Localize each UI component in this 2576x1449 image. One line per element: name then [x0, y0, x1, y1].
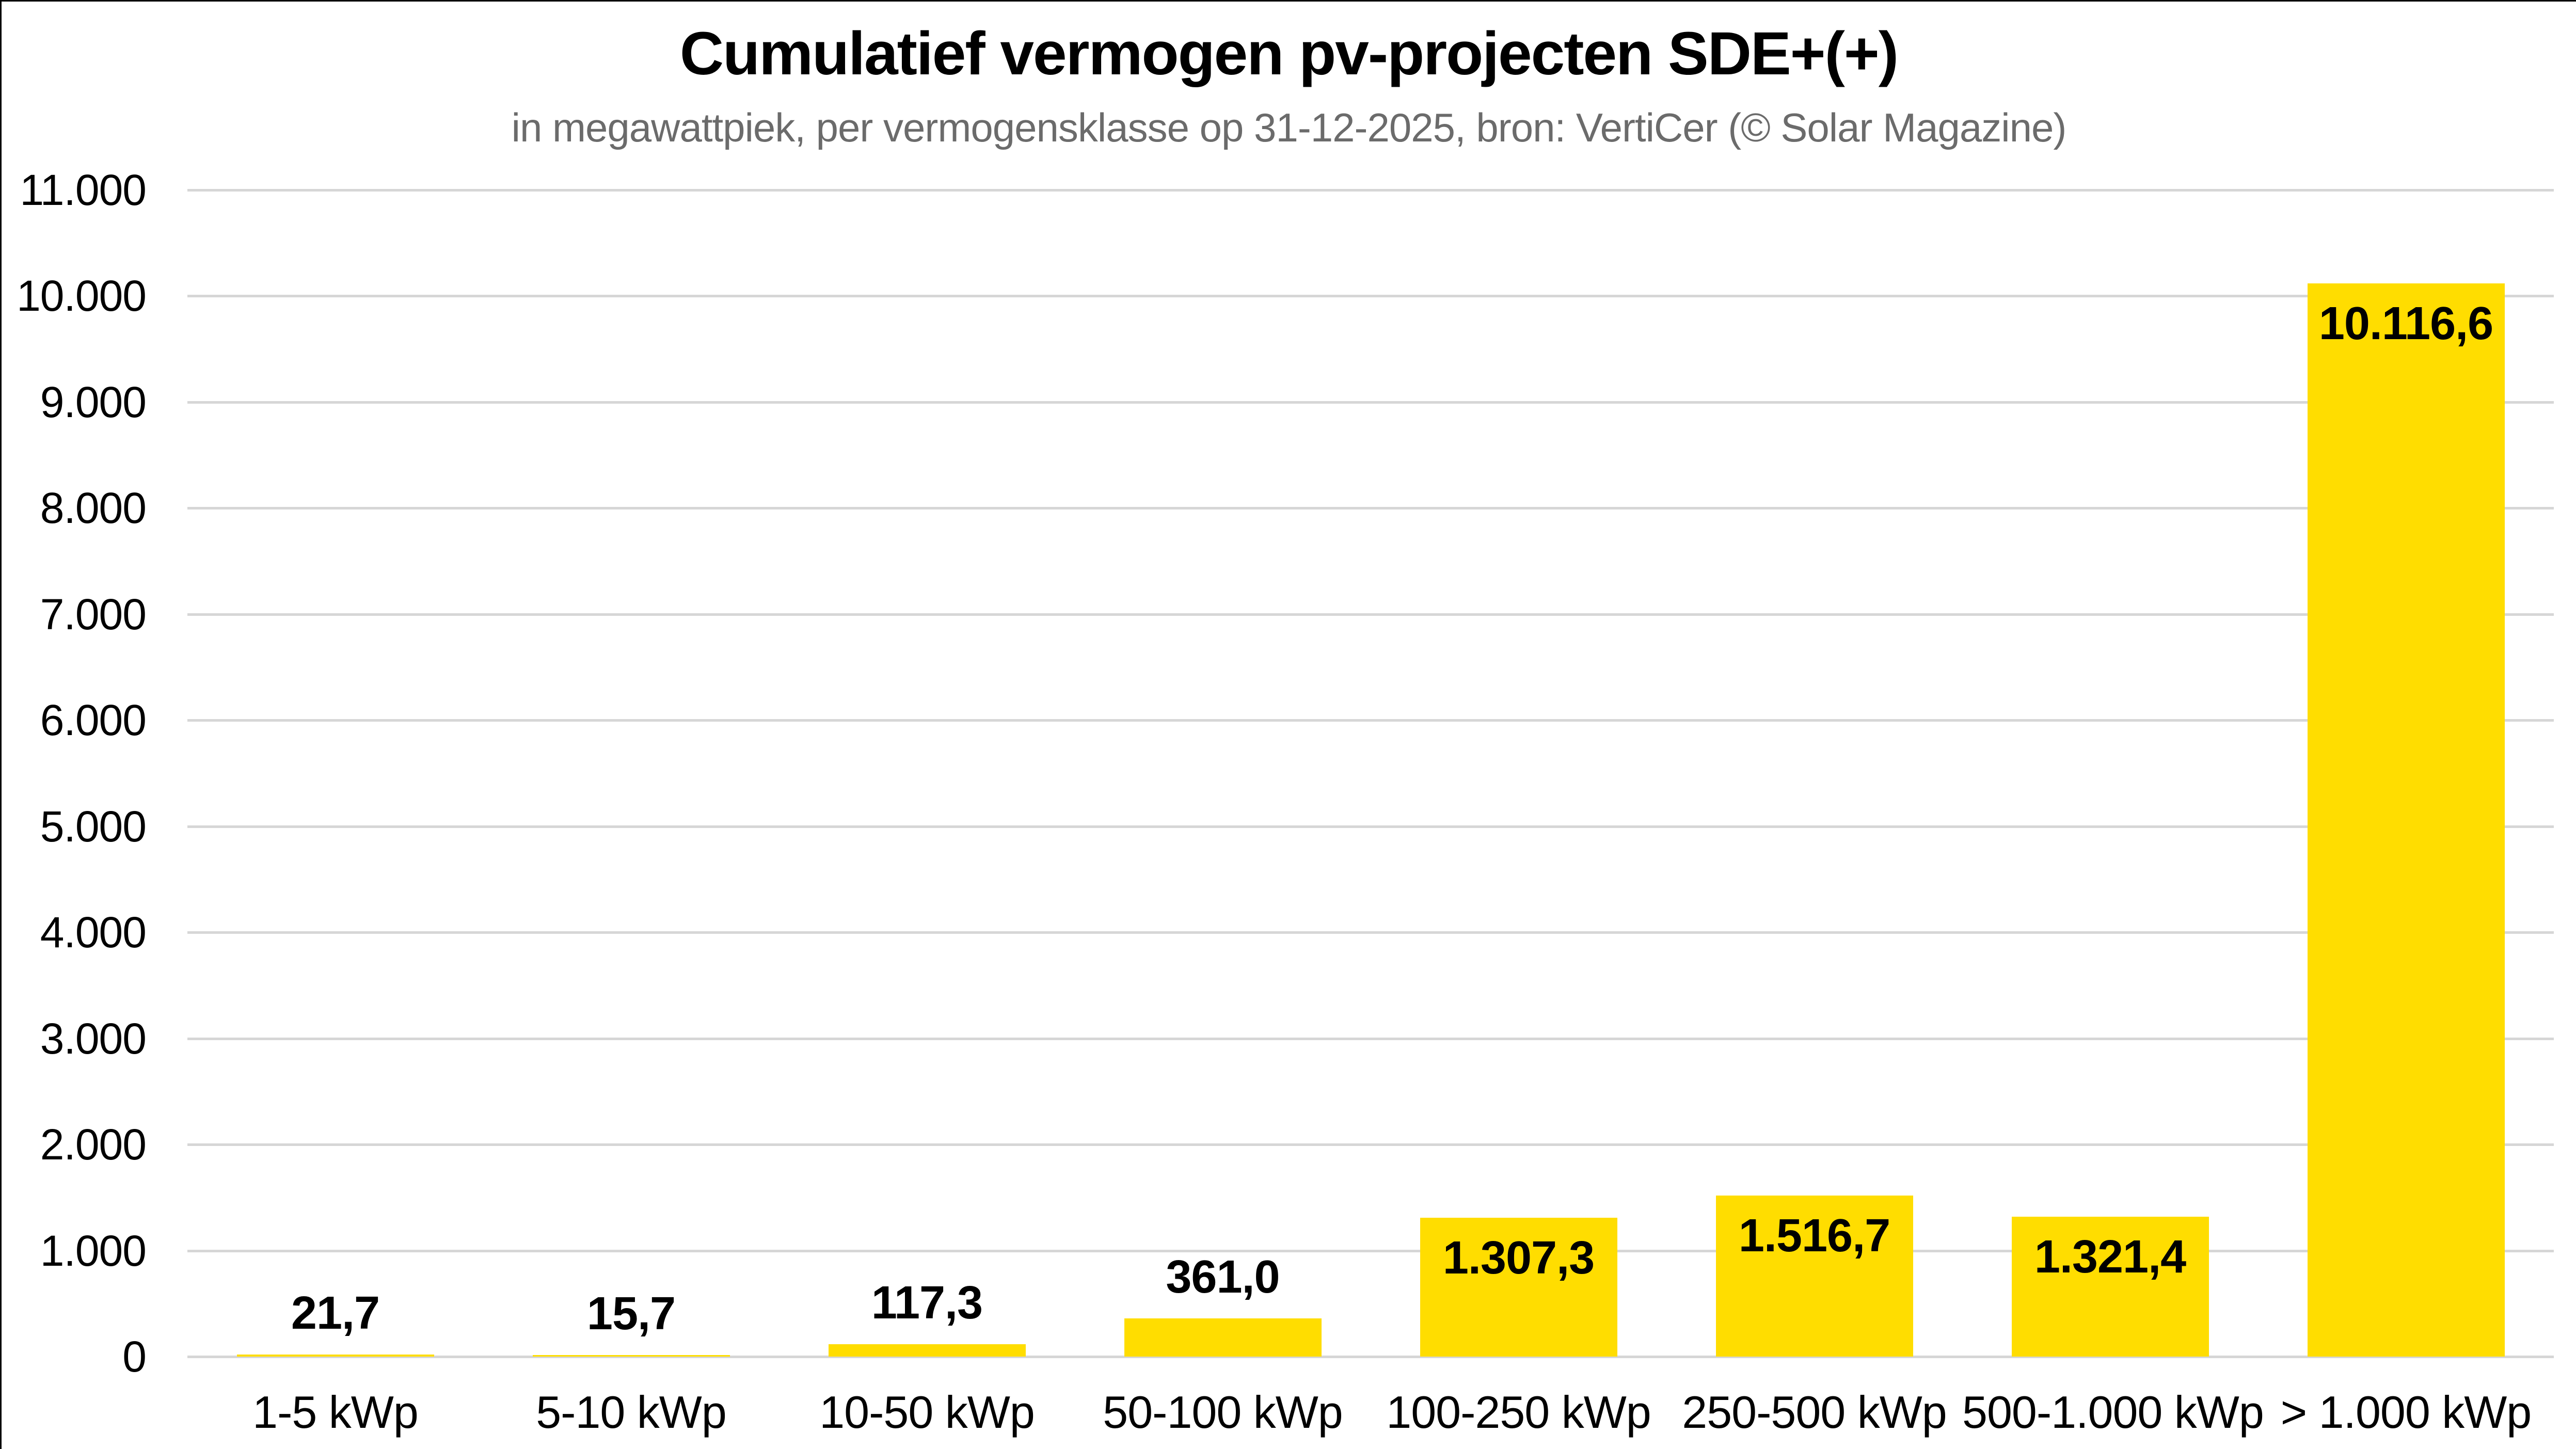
- x-axis-label: 500-1.000 kWp: [1962, 1387, 2264, 1438]
- gridline: [187, 1249, 2554, 1252]
- bar-value-label: 1.516,7: [1738, 1210, 1890, 1262]
- bar: [1716, 1196, 1913, 1357]
- bar: [829, 1344, 1026, 1357]
- gridline: [187, 189, 2554, 192]
- bar: [533, 1355, 730, 1357]
- gridline: [187, 613, 2554, 616]
- x-axis-label: 1-5 kWp: [252, 1387, 419, 1438]
- bar-value-label: 1.307,3: [1442, 1232, 1595, 1284]
- y-tick-label: 8.000: [40, 484, 147, 533]
- y-tick-label: 11.000: [20, 166, 147, 214]
- y-tick-label: 4.000: [40, 908, 147, 957]
- y-tick-label: 3.000: [40, 1014, 147, 1063]
- gridline: [187, 295, 2554, 298]
- y-tick-label: 1.000: [40, 1226, 147, 1275]
- x-axis-label: 5-10 kWp: [536, 1387, 727, 1438]
- gridline: [187, 825, 2554, 828]
- bar-value-label: 21,7: [291, 1287, 380, 1339]
- gridline: [187, 1143, 2554, 1147]
- gridline: [187, 507, 2554, 510]
- bar: [1420, 1218, 1617, 1357]
- plot-area: [187, 189, 2554, 1358]
- bar: [2308, 283, 2505, 1357]
- gridline: [187, 931, 2554, 934]
- bar: [1124, 1318, 1322, 1357]
- x-axis-label: 100-250 kWp: [1386, 1387, 1651, 1438]
- gridline: [187, 719, 2554, 722]
- y-tick-label: 9.000: [40, 377, 147, 426]
- y-tick-label: 6.000: [40, 696, 147, 745]
- bar-value-label: 117,3: [871, 1277, 983, 1329]
- y-tick-label: 10.000: [17, 272, 147, 321]
- bar: [237, 1355, 434, 1357]
- bar-value-label: 361,0: [1166, 1251, 1280, 1303]
- bar: [2012, 1217, 2209, 1357]
- bar-value-label: 10.116,6: [2318, 298, 2493, 349]
- y-tick-label: 5.000: [40, 802, 147, 851]
- gridline: [187, 1037, 2554, 1040]
- x-axis-label: 50-100 kWp: [1103, 1387, 1343, 1438]
- bar-value-label: 1.321,4: [2034, 1231, 2186, 1283]
- y-tick-label: 0: [122, 1332, 147, 1381]
- x-axis-label: 250-500 kWp: [1682, 1387, 1947, 1438]
- x-axis-label: 10-50 kWp: [819, 1387, 1035, 1438]
- gridline: [187, 1356, 2554, 1358]
- y-tick-label: 2.000: [40, 1120, 147, 1169]
- x-axis-label: > 1.000 kWp: [2280, 1387, 2532, 1438]
- bar-value-label: 15,7: [586, 1288, 676, 1340]
- gridline: [187, 401, 2554, 404]
- chart-subtitle: in megawattpiek, per vermogensklasse op …: [511, 105, 2067, 150]
- y-tick-label: 7.000: [40, 590, 147, 639]
- chart-title: Cumulatief vermogen pv-projecten SDE+(+): [679, 20, 1899, 88]
